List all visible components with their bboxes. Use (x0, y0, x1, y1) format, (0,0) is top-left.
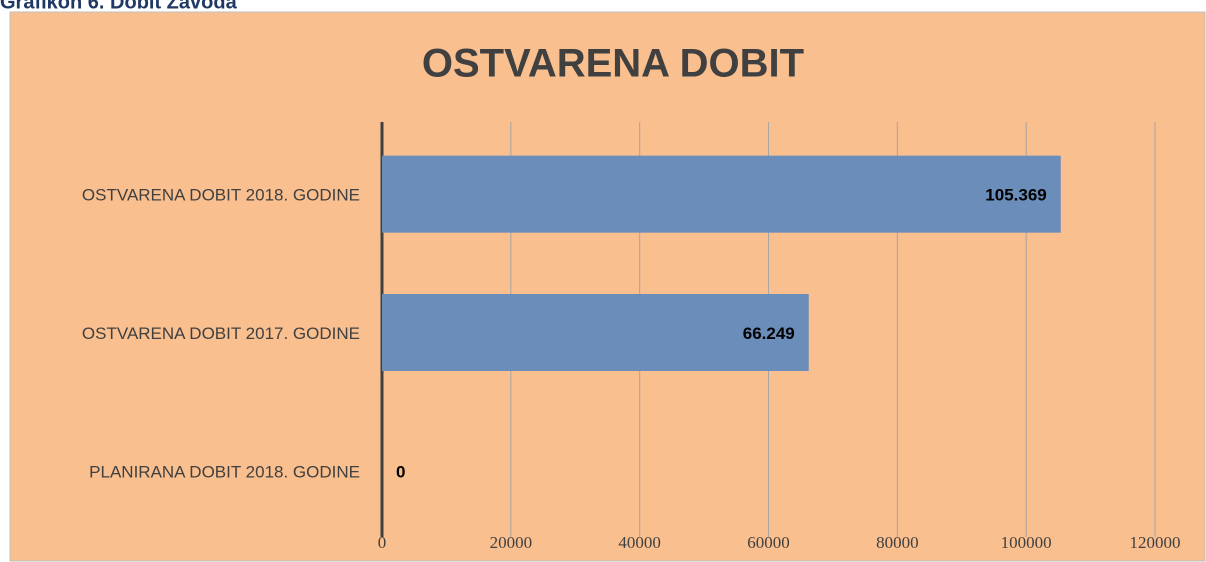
caption: Grafikon 6. Dobit Zavoda (0, 0, 238, 13)
x-tick-label: 20000 (490, 533, 533, 552)
y-tick-label: OSTVARENA DOBIT 2017. GODINE (82, 324, 360, 343)
chart-title: OSTVARENA DOBIT (422, 42, 804, 86)
bar (382, 294, 809, 371)
chart-area (9, 11, 1206, 562)
x-tick-label: 40000 (618, 533, 661, 552)
y-tick-label: PLANIRANA DOBIT 2018. GODINE (89, 462, 360, 481)
y-tick-label: OSTVARENA DOBIT 2018. GODINE (82, 186, 360, 205)
x-tick-label: 60000 (747, 533, 790, 552)
value-label: 66.249 (743, 324, 795, 343)
x-tick-label: 100000 (1001, 533, 1052, 552)
bar (382, 155, 1061, 233)
value-label: 0 (396, 462, 405, 481)
x-tick-label: 120000 (1130, 533, 1181, 552)
x-tick-label: 80000 (876, 533, 919, 552)
value-label: 105.369 (985, 186, 1046, 205)
x-tick-label: 0 (378, 533, 387, 552)
